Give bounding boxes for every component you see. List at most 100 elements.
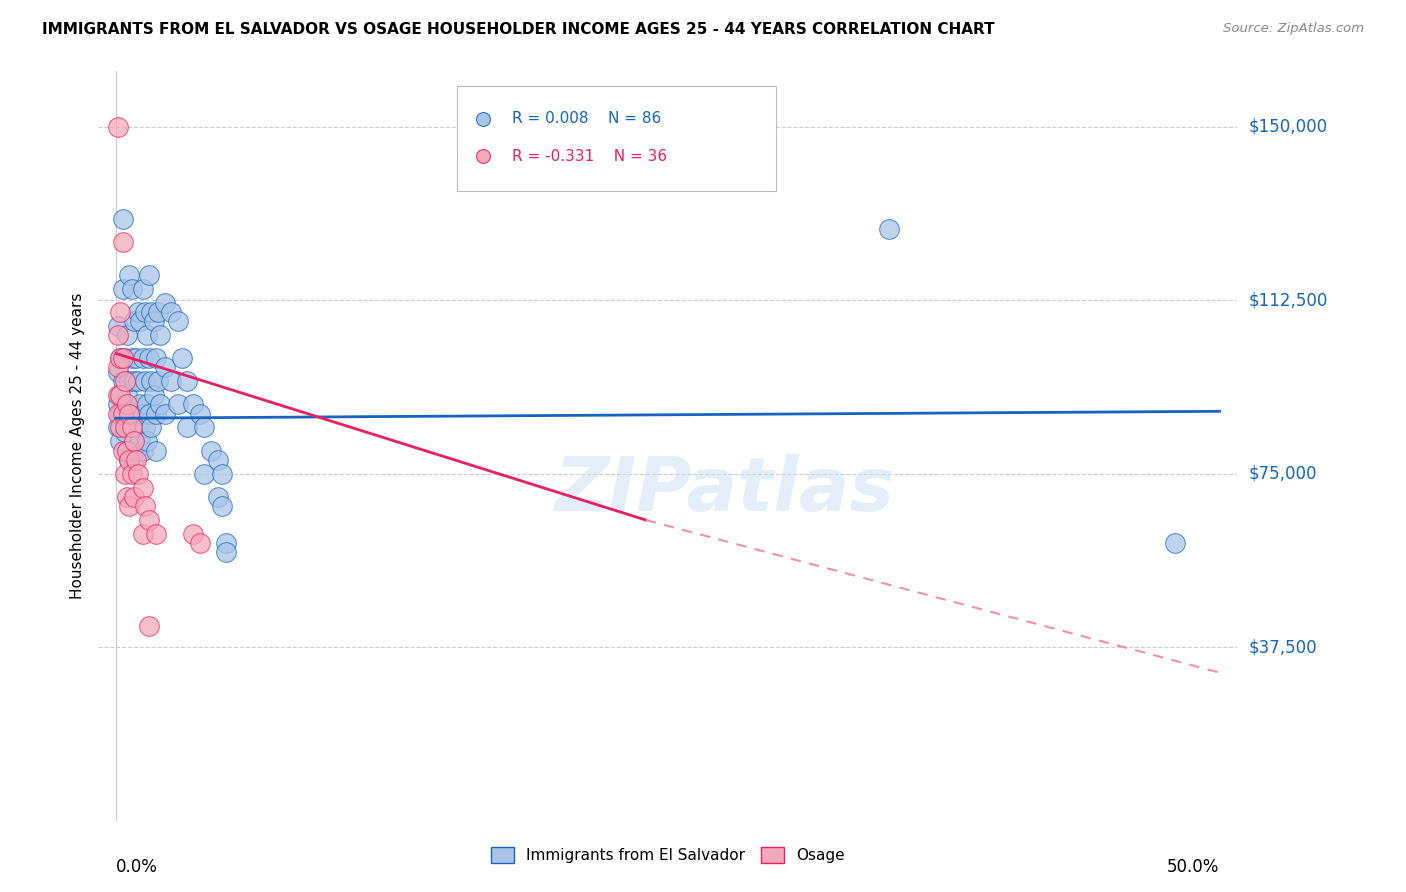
Point [141,420,163,434]
Point [110,351,132,365]
Point [176,420,198,434]
Point [188,407,211,421]
Point [118,453,141,467]
Point [200,443,222,458]
Point [131,282,153,296]
Point [183,397,205,411]
Point [167,314,190,328]
Point [107,420,129,434]
Point [134,305,156,319]
Point [207,490,229,504]
Point [107,397,129,411]
Point [107,328,129,343]
Point [111,351,134,365]
Point [118,268,141,282]
Point [121,351,143,365]
Point [141,374,163,388]
Point [193,420,215,434]
Point [131,407,153,421]
Point [851,814,873,828]
Point [215,545,238,559]
Point [111,235,134,250]
Point [183,527,205,541]
Point [851,814,873,828]
Point [110,420,132,434]
Text: $112,500: $112,500 [1249,292,1327,310]
Text: 50.0%: 50.0% [1167,857,1219,876]
Point [110,388,132,402]
Point [136,397,159,411]
Point [121,420,143,434]
Point [118,499,141,513]
Point [111,443,134,458]
Point [121,282,143,296]
Point [1164,536,1187,550]
Text: R = -0.331    N = 36: R = -0.331 N = 36 [512,149,666,163]
Point [138,268,160,282]
Point [115,328,138,343]
Point [122,490,145,504]
Point [110,305,132,319]
Point [115,443,138,458]
Point [138,619,160,633]
Text: IMMIGRANTS FROM EL SALVADOR VS OSAGE HOUSEHOLDER INCOME AGES 25 - 44 YEARS CORRE: IMMIGRANTS FROM EL SALVADOR VS OSAGE HOU… [42,22,995,37]
Point [121,407,143,421]
Point [129,397,152,411]
Text: $37,500: $37,500 [1249,638,1317,657]
Point [110,407,132,421]
Point [107,407,129,421]
Point [142,388,165,402]
Point [153,360,176,375]
Point [146,374,169,388]
Y-axis label: Householder Income Ages 25 - 44 years: Householder Income Ages 25 - 44 years [69,293,84,599]
Point [153,295,176,310]
Point [114,351,136,365]
Point [111,374,134,388]
Point [115,397,138,411]
Point [127,305,149,319]
Point [134,374,156,388]
Point [207,453,229,467]
Point [115,490,138,504]
Legend: Immigrants from El Salvador, Osage: Immigrants from El Salvador, Osage [485,841,851,869]
Point [215,536,238,550]
Point [115,443,138,458]
Point [114,467,136,481]
Point [122,434,145,449]
Point [118,420,141,434]
Point [149,397,172,411]
Point [122,314,145,328]
Point [141,305,163,319]
Point [121,467,143,481]
Point [111,282,134,296]
Point [138,407,160,421]
Point [107,360,129,375]
Point [125,351,148,365]
Point [145,527,167,541]
Point [115,388,138,402]
Point [167,397,190,411]
Point [107,365,129,379]
Point [131,351,153,365]
Point [111,212,134,227]
Point [110,388,132,402]
Point [125,453,148,467]
Point [110,434,132,449]
Point [145,351,167,365]
Point [118,407,141,421]
Point [107,120,129,134]
Point [138,513,160,527]
Point [176,374,198,388]
Point [118,374,141,388]
Point [146,305,169,319]
Text: R = 0.008    N = 86: R = 0.008 N = 86 [512,112,661,126]
Point [125,443,148,458]
Point [160,305,183,319]
Point [145,443,167,458]
Point [122,453,145,467]
Point [107,318,129,333]
Point [125,407,148,421]
Point [131,527,153,541]
Point [114,425,136,439]
Point [211,499,233,513]
